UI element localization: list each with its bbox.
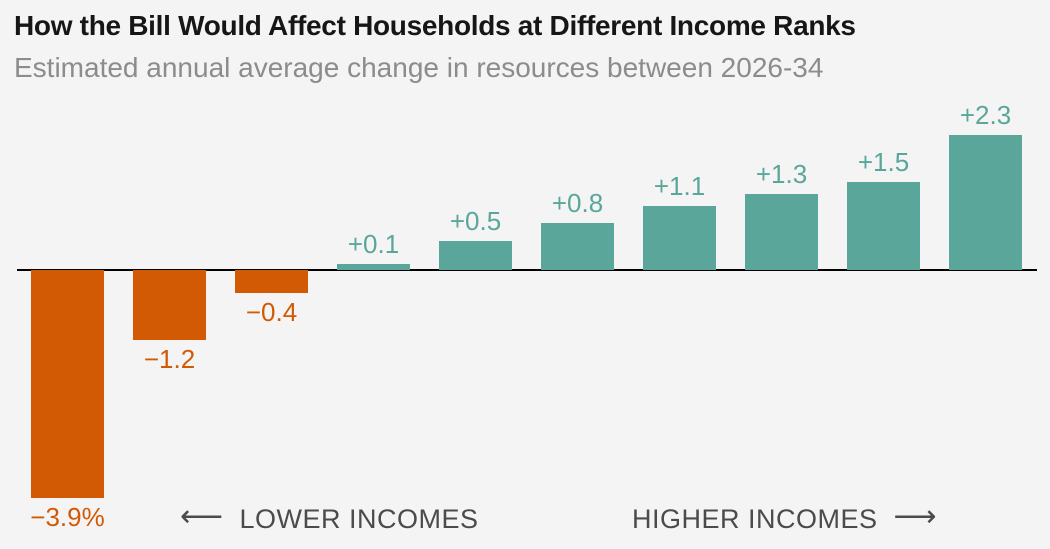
- chart-title: How the Bill Would Affect Households at …: [14, 10, 856, 41]
- bar-decile-1: [31, 270, 104, 499]
- bar-value-label: +1.5: [857, 147, 910, 178]
- bar-value-label: +0.1: [347, 229, 400, 260]
- lower-incomes-text: LOWER INCOMES: [239, 504, 479, 534]
- bar-value-label: −0.4: [245, 297, 298, 328]
- bar-value-label: +1.1: [653, 170, 706, 201]
- bar-decile-8: [745, 193, 818, 270]
- zero-axis-line: [17, 269, 1037, 271]
- bar-value-label: +1.3: [755, 158, 808, 189]
- bar-decile-3: [235, 270, 308, 294]
- chart-subtitle: Estimated annual average change in resou…: [14, 52, 824, 83]
- bar-decile-10: [949, 135, 1022, 270]
- bar-decile-7: [643, 205, 716, 270]
- bar-decile-4: [337, 264, 410, 270]
- bar-value-label: +0.8: [551, 188, 604, 219]
- right-arrow-icon: ⟶: [893, 500, 938, 533]
- bar-decile-6: [541, 223, 614, 270]
- higher-incomes-label: HIGHER INCOMES ⟶: [632, 500, 938, 535]
- lower-incomes-label: ⟵ LOWER INCOMES: [180, 500, 479, 535]
- bar-value-label: −1.2: [143, 344, 196, 375]
- left-arrow-icon: ⟵: [180, 500, 224, 533]
- bar-value-label: +0.5: [449, 205, 502, 236]
- higher-incomes-text: HIGHER INCOMES: [632, 504, 878, 534]
- bar-decile-5: [439, 240, 512, 270]
- bar-decile-9: [847, 182, 920, 270]
- bar-decile-2: [133, 270, 206, 341]
- bar-value-label: −3.9%: [30, 502, 105, 533]
- bar-value-label: +2.3: [959, 100, 1012, 131]
